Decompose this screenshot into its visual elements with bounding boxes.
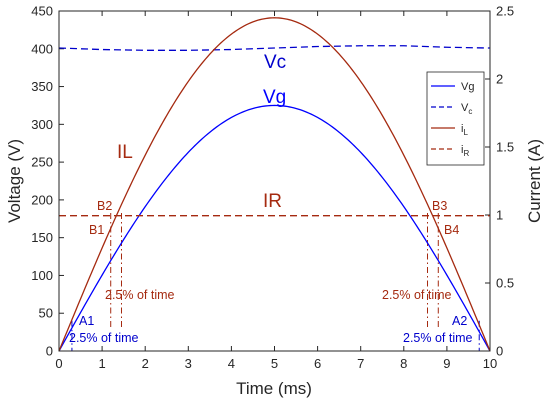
x-tick-label: 8	[400, 356, 407, 371]
annotation-pct-right: 2.5% of time	[382, 288, 452, 302]
legend-label: iL	[461, 123, 468, 137]
x-tick-label: 9	[443, 356, 450, 371]
x-tick-label: 3	[185, 356, 192, 371]
annotation-ir: IR	[263, 191, 282, 212]
annotation-vg: Vg	[263, 87, 286, 108]
x-tick-label: 1	[98, 356, 105, 371]
series-line-vg	[58, 104, 491, 352]
series-line-il	[58, 17, 491, 352]
y-right-tick-label: 1.5	[496, 140, 514, 155]
annotation-b1: B1	[89, 223, 104, 237]
annotation-pct-a2: 2.5% of time	[403, 331, 473, 345]
plot-frame	[58, 10, 491, 352]
y-right-tick-label: 2.5	[496, 4, 514, 19]
y-left-tick-label: 350	[31, 79, 53, 94]
legend-entries: Vg Vc iL iR	[431, 81, 474, 158]
y-left-tick-label: 250	[31, 155, 53, 170]
legend-box	[426, 71, 485, 166]
annotation-a2: A2	[452, 314, 467, 328]
annotation-il: IL	[117, 142, 133, 163]
y-right-tick-label: 0.5	[496, 276, 514, 291]
y-left-tick-label: 400	[31, 41, 53, 56]
x-tick-label: 5	[271, 356, 278, 371]
annotation-b2: B2	[97, 199, 112, 213]
y-left-tick-label: 450	[31, 4, 53, 19]
series-line-vc	[58, 45, 491, 51]
y-axis-left-label: Voltage (V)	[5, 139, 24, 223]
y-left-tick-label: 150	[31, 230, 53, 245]
x-tick-label: 0	[55, 356, 62, 371]
legend-label: iR	[461, 144, 469, 158]
annotation-pct-a1: 2.5% of time	[69, 331, 139, 345]
y-right-tick-label: 1	[496, 208, 503, 223]
y-left-tick-label: 100	[31, 268, 53, 283]
x-tick-label: 2	[142, 356, 149, 371]
series-layer	[58, 17, 491, 352]
markers-layer	[71, 213, 480, 351]
y-left-tick-label: 50	[39, 306, 53, 321]
legend-label: Vg	[461, 81, 474, 93]
x-axis-label: Time (ms)	[236, 379, 312, 398]
legend-label: Vc	[461, 102, 472, 116]
y-left-tick-label: 0	[46, 344, 53, 359]
annotation-a1: A1	[79, 314, 94, 328]
y-left-tick-label: 300	[31, 117, 53, 132]
x-tick-label: 10	[483, 356, 497, 371]
annotation-vc: Vc	[264, 52, 286, 73]
annotation-pct-left: 2.5% of time	[105, 288, 175, 302]
y-right-tick-label: 0	[496, 344, 503, 359]
annotation-b3: B3	[432, 199, 447, 213]
legend: Vg Vc iL iR	[426, 71, 485, 166]
y-left-tick-label: 200	[31, 192, 53, 207]
x-tick-label: 6	[314, 356, 321, 371]
x-tick-label: 7	[357, 356, 364, 371]
ticks-layer: 0 1 2 3 4 5 6 7 8 9 100501001502002503003504004500…	[31, 4, 514, 372]
y-axis-right-label: Current (A)	[525, 139, 544, 223]
y-right-tick-label: 2	[496, 72, 503, 87]
x-tick-label: 4	[228, 356, 235, 371]
annotation-b4: B4	[444, 223, 459, 237]
